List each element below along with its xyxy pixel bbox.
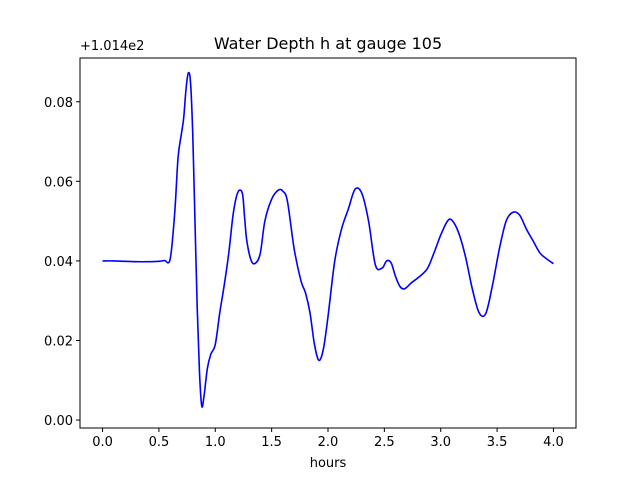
y-tick-label: 0.06 (44, 175, 73, 190)
x-tick-label: 1.0 (205, 435, 226, 450)
chart-title: Water Depth h at gauge 105 (214, 34, 442, 53)
axis-ticks: 0.0 0.5 1.0 1.5 2.0 2.5 3.0 3.5 4.0 0.00 0.02 0.04 0… (44, 96, 564, 450)
y-tick-label: 0.04 (44, 255, 73, 270)
x-axis-label: hours (310, 456, 347, 471)
x-tick-label: 3.0 (430, 435, 451, 450)
x-tick-label: 3.5 (487, 435, 508, 450)
x-tick-label: 1.5 (261, 435, 282, 450)
x-tick-label: 0.0 (92, 435, 113, 450)
x-tick-label: 0.5 (149, 435, 170, 450)
y-tick-label: 0.02 (44, 334, 73, 349)
y-tick-label: 0.00 (44, 414, 73, 429)
plot-frame (79, 57, 577, 429)
series-layer (102, 71, 554, 408)
x-tick-label: 2.5 (374, 435, 395, 450)
series-line (102, 71, 554, 408)
x-tick-label: 2.0 (318, 435, 339, 450)
y-tick-label: 0.08 (44, 96, 73, 111)
x-tick-label: 4.0 (543, 435, 564, 450)
y-offset-label: +1.014e2 (80, 39, 144, 54)
